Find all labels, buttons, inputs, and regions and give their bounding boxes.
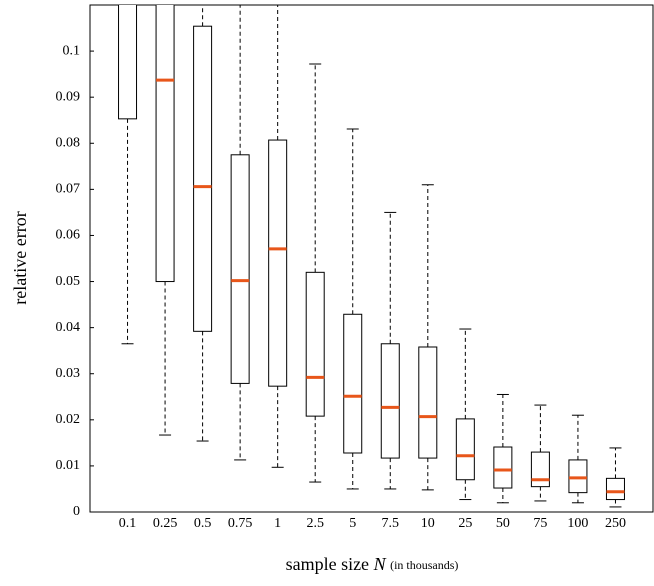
box (343, 313, 363, 454)
box (530, 451, 550, 488)
y-tick-label: 0.01 (56, 458, 81, 473)
y-tick-label: 0.02 (56, 412, 81, 427)
box (268, 139, 288, 387)
x-tick-label: 0.25 (153, 516, 178, 531)
y-axis-label: relative error (10, 211, 30, 304)
y-tick-label: 0.04 (56, 320, 81, 335)
y-tick-label: 0.08 (56, 135, 81, 150)
y-tick-label: 0.09 (56, 89, 81, 104)
x-tick-label: 5 (349, 516, 356, 531)
x-tick-label: 75 (533, 516, 547, 531)
box (305, 271, 325, 417)
x-label-note: (in thousands) (390, 558, 458, 572)
x-tick-label: 7.5 (382, 516, 400, 531)
y-tick-label: 0.07 (56, 182, 81, 197)
plot-area (118, 5, 625, 508)
x-label-var: N (373, 554, 387, 574)
y-tick-label: 0.05 (56, 274, 81, 289)
box (568, 459, 588, 494)
box (493, 446, 513, 489)
x-tick-label: 1 (274, 516, 281, 531)
y-tick-label: 0 (73, 504, 80, 519)
x-tick-label: 250 (605, 516, 626, 531)
x-tick-label: 0.1 (119, 516, 137, 531)
x-tick-label: 2.5 (306, 516, 324, 531)
box (455, 418, 475, 481)
box (193, 25, 213, 332)
box (155, 5, 175, 283)
x-label-text: sample size (286, 554, 369, 574)
y-tick-label: 0.06 (56, 228, 81, 243)
x-tick-label: 25 (458, 516, 472, 531)
plot-frame (89, 4, 654, 513)
box (418, 346, 438, 459)
x-tick-label: 10 (421, 516, 435, 531)
box (605, 477, 625, 501)
x-tick-label: 100 (567, 516, 588, 531)
box (118, 5, 138, 120)
y-tick-label: 0.03 (56, 366, 81, 381)
box (380, 343, 400, 459)
x-tick-label: 0.5 (194, 516, 212, 531)
x-tick-label: 50 (496, 516, 510, 531)
x-axis-label: sample size N (in thousands) (286, 554, 459, 574)
y-tick-label: 0.1 (63, 43, 81, 58)
box (230, 154, 250, 384)
x-tick-label: 0.75 (228, 516, 253, 531)
